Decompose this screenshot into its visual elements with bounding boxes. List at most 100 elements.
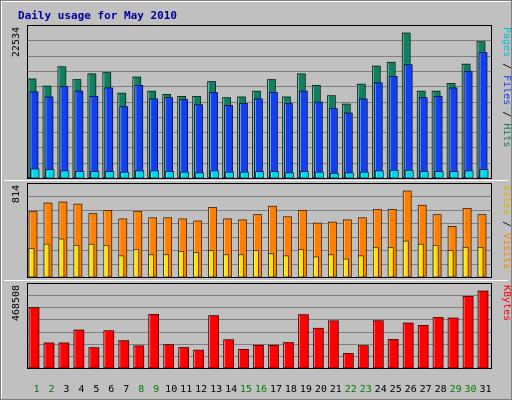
bar-pages-day-5 [90, 171, 100, 179]
bar-sites-day-4 [73, 245, 80, 278]
bar-sites-day-25 [387, 247, 394, 278]
bar-sites-day-29 [447, 250, 454, 278]
bar-sites-day-14 [223, 254, 229, 278]
x-tick-day-28: 28 [435, 384, 447, 395]
bar-kbytes-day-15 [238, 348, 249, 369]
x-tick-day-15: 15 [240, 384, 252, 395]
bar-kbytes-day-12 [193, 349, 204, 369]
x-tick-day-3: 3 [63, 384, 69, 395]
bar-kbytes-day-30 [462, 295, 474, 369]
bar-sites-day-10 [163, 254, 169, 278]
bar-kbytes-day-10 [163, 344, 174, 369]
bar-sites-day-21 [328, 254, 334, 278]
series-sites [28, 238, 484, 278]
bar-pages-day-3 [60, 170, 70, 179]
bar-kbytes-day-3 [58, 342, 70, 369]
bar-pages-day-31 [479, 169, 489, 179]
x-tick-day-14: 14 [225, 384, 237, 395]
x-tick-day-10: 10 [165, 384, 177, 395]
bar-pages-day-16 [255, 171, 264, 179]
bar-sites-day-27 [417, 243, 424, 278]
bar-pages-day-1 [30, 168, 40, 179]
bar-pages-day-17 [270, 171, 279, 179]
bar-kbytes-day-13 [208, 315, 219, 369]
x-tick-day-9: 9 [153, 384, 159, 395]
legend-pages: Pages [501, 27, 512, 57]
x-tick-day-19: 19 [300, 384, 312, 395]
bar-pages-day-15 [240, 171, 249, 179]
bar-pages-day-25 [389, 170, 399, 179]
bar-pages-day-19 [300, 171, 309, 179]
bar-sites-day-17 [268, 253, 274, 278]
x-tick-day-30: 30 [464, 384, 476, 395]
bar-pages-day-2 [45, 169, 55, 179]
bar-sites-day-16 [253, 250, 259, 278]
x-tick-day-25: 25 [390, 384, 402, 395]
bar-pages-day-6 [105, 171, 115, 179]
bar-sites-day-28 [432, 245, 439, 278]
bar-sites-day-22 [342, 258, 349, 278]
x-tick-day-8: 8 [138, 384, 144, 395]
x-tick-day-24: 24 [375, 384, 387, 395]
panel-visits-ymax-label: 814 [11, 185, 22, 203]
bar-sites-day-30 [462, 247, 469, 278]
x-tick-day-16: 16 [255, 384, 267, 395]
bar-sites-day-24 [372, 247, 379, 278]
bar-sites-day-3 [58, 238, 65, 278]
bar-kbytes-day-31 [477, 290, 489, 369]
x-tick-day-23: 23 [360, 384, 372, 395]
bar-pages-day-27 [419, 171, 429, 179]
x-tick-day-26: 26 [405, 384, 417, 395]
x-tick-day-20: 20 [315, 384, 327, 395]
bar-kbytes-day-5 [88, 347, 100, 369]
legend-files: Files [501, 75, 512, 105]
bar-kbytes-day-6 [103, 330, 115, 369]
bar-kbytes-day-22 [342, 353, 354, 369]
legend-separator: / [501, 215, 512, 233]
legend-hits: Hits [501, 123, 512, 147]
bar-sites-day-8 [133, 249, 140, 278]
legend-kbytes: KBytes [501, 285, 512, 321]
panel-visits-legend: Sites / Visits [501, 185, 512, 269]
x-tick-day-11: 11 [180, 384, 192, 395]
bar-pages-day-8 [135, 170, 145, 179]
bar-pages-day-7 [120, 171, 130, 179]
bar-pages-day-29 [449, 171, 459, 179]
bar-pages-day-12 [195, 172, 204, 179]
bar-kbytes-day-11 [178, 347, 189, 369]
bar-sites-day-6 [103, 245, 110, 278]
bar-pages-day-4 [75, 171, 85, 179]
x-tick-day-17: 17 [270, 384, 282, 395]
bar-kbytes-day-27 [417, 324, 429, 369]
bar-sites-day-1 [28, 248, 35, 278]
bar-kbytes-day-26 [402, 322, 414, 369]
legend-visits: Visits [501, 233, 512, 269]
series-kbytes [28, 290, 489, 369]
x-tick-day-18: 18 [285, 384, 297, 395]
bar-kbytes-day-17 [268, 344, 279, 369]
bar-pages-day-23 [359, 171, 369, 179]
bar-pages-day-20 [315, 171, 324, 179]
legend-separator: / [501, 57, 512, 75]
bar-sites-day-2 [43, 243, 50, 278]
bar-sites-day-15 [238, 254, 244, 278]
bar-pages-day-26 [404, 170, 414, 179]
bar-sites-day-5 [88, 243, 95, 278]
legend-separator: / [501, 105, 512, 123]
bar-kbytes-day-7 [118, 340, 130, 369]
x-tick-day-6: 6 [108, 384, 114, 395]
bar-kbytes-day-25 [387, 339, 399, 369]
panel-hits-ymax-label: 22534 [11, 27, 22, 57]
bar-pages-day-14 [225, 171, 234, 179]
x-tick-day-12: 12 [195, 384, 207, 395]
bar-pages-day-22 [344, 172, 354, 179]
bar-kbytes-day-9 [148, 314, 159, 369]
x-tick-day-31: 31 [479, 384, 491, 395]
bar-sites-day-23 [357, 255, 364, 278]
bar-kbytes-day-24 [372, 320, 384, 369]
bar-sites-day-20 [313, 256, 319, 278]
bar-kbytes-day-1 [28, 307, 40, 369]
bar-pages-day-30 [464, 170, 474, 179]
chart-panels: 22534 Pages / Files / Hits 814 Sites / Visi… [4, 25, 512, 369]
bar-kbytes-day-29 [447, 317, 459, 369]
